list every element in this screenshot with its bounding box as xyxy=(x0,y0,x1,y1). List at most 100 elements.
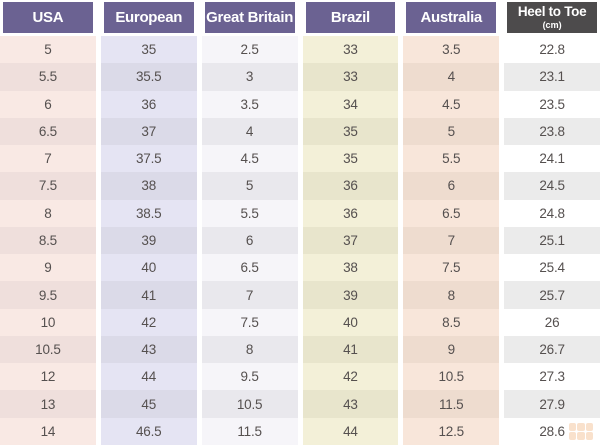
cell: 8 xyxy=(0,199,96,227)
column-great-britain: Great Britain 2.5 3 3.5 4 4.5 5 5.5 6 6.5 7 7.5 8 9.5… xyxy=(201,2,298,445)
cell: 36 xyxy=(100,90,197,118)
cell: 23.5 xyxy=(504,90,600,118)
cell: 9 xyxy=(0,254,96,282)
cell: 35 xyxy=(302,145,399,173)
column-header-label: European xyxy=(115,9,183,26)
cell: 26.7 xyxy=(504,335,600,364)
cell: 3.5 xyxy=(403,36,500,64)
cell: 2.5 xyxy=(201,36,298,64)
cell: 5 xyxy=(0,36,96,64)
cell: 27.3 xyxy=(504,363,600,391)
cell: 9.5 xyxy=(0,281,96,309)
cell: 7.5 xyxy=(201,308,298,336)
cell: 10 xyxy=(0,308,96,336)
cell: 5 xyxy=(201,172,298,200)
column-brazil: Brazil 33 33 34 35 35 36 36 37 38 39 40 41 42 43 44 xyxy=(302,2,399,445)
cell: 6 xyxy=(403,172,500,200)
column-header-label: USA xyxy=(32,9,64,26)
column-header: Great Britain xyxy=(204,2,295,33)
cell: 13 xyxy=(0,390,96,418)
cell: 40 xyxy=(100,254,197,282)
cell: 5.5 xyxy=(403,145,500,173)
column-header: Heel to Toe (cm) xyxy=(507,2,597,33)
cell: 5.5 xyxy=(201,199,298,227)
cell: 33 xyxy=(302,63,399,91)
cell: 35 xyxy=(100,36,197,64)
cell: 8 xyxy=(403,281,500,309)
cell: 39 xyxy=(302,281,399,309)
cell: 38.5 xyxy=(100,199,197,227)
cell: 7 xyxy=(0,145,96,173)
cell: 9 xyxy=(403,335,500,364)
cell: 11.5 xyxy=(201,417,298,445)
cell: 38 xyxy=(302,254,399,282)
cell: 10.5 xyxy=(403,363,500,391)
cell: 6.5 xyxy=(0,117,96,146)
cell: 27.9 xyxy=(504,390,600,418)
cell: 10.5 xyxy=(201,390,298,418)
cell: 3 xyxy=(201,63,298,91)
cell: 7 xyxy=(201,281,298,309)
cell: 4.5 xyxy=(403,90,500,118)
cell: 37 xyxy=(302,226,399,255)
cell: 11.5 xyxy=(403,390,500,418)
cell: 22.8 xyxy=(504,36,600,64)
cell: 46.5 xyxy=(100,417,197,445)
cell: 10.5 xyxy=(0,335,96,364)
cell: 23.8 xyxy=(504,117,600,146)
cell: 12 xyxy=(0,363,96,391)
column-header-label: Heel to Toe xyxy=(517,4,587,20)
cell: 40 xyxy=(302,308,399,336)
cell: 41 xyxy=(302,335,399,364)
cell: 25.1 xyxy=(504,226,600,255)
column-header-label: Australia xyxy=(420,9,482,26)
cell: 25.4 xyxy=(504,254,600,282)
column-header-sublabel: (cm) xyxy=(542,19,562,30)
cell: 8.5 xyxy=(0,226,96,255)
cell: 37.5 xyxy=(100,145,197,173)
cell: 12.5 xyxy=(403,417,500,445)
column-header: Australia xyxy=(406,2,497,33)
column-header-label: Great Britain xyxy=(206,9,294,26)
grid-logo-icon xyxy=(569,423,593,440)
cell: 3.5 xyxy=(201,90,298,118)
cell: 4 xyxy=(403,63,500,91)
cell: 26 xyxy=(504,308,600,336)
cell: 24.5 xyxy=(504,172,600,200)
cell: 6 xyxy=(201,226,298,255)
cell: 5 xyxy=(403,117,500,146)
cell: 24.1 xyxy=(504,145,600,173)
cell: 5.5 xyxy=(0,63,96,91)
cell: 33 xyxy=(302,36,399,64)
cell: 6.5 xyxy=(201,254,298,282)
column-australia: Australia 3.5 4 4.5 5 5.5 6 6.5 7 7.5 8 8.5 9 10.5 11.… xyxy=(403,2,500,445)
cell: 8 xyxy=(201,335,298,364)
cell: 34 xyxy=(302,90,399,118)
column-header: Brazil xyxy=(305,2,396,33)
cell: 43 xyxy=(302,390,399,418)
cell: 36 xyxy=(302,172,399,200)
cell: 4 xyxy=(201,117,298,146)
cell: 37 xyxy=(100,117,197,146)
cell: 44 xyxy=(100,363,197,391)
cell: 42 xyxy=(100,308,197,336)
cell: 35.5 xyxy=(100,63,197,91)
cell: 14 xyxy=(0,417,96,445)
cell: 9.5 xyxy=(201,363,298,391)
cell: 38 xyxy=(100,172,197,200)
cell: 28.6 xyxy=(504,417,600,445)
cell: 23.1 xyxy=(504,63,600,91)
cell: 4.5 xyxy=(201,145,298,173)
column-header: European xyxy=(103,2,194,33)
cell: 35 xyxy=(302,117,399,146)
column-heel-to-toe: Heel to Toe (cm) 22.8 23.1 23.5 23.8 24.1 24.5 2… xyxy=(504,2,600,445)
cell: 39 xyxy=(100,226,197,255)
cell: 6.5 xyxy=(403,199,500,227)
cell: 25.7 xyxy=(504,281,600,309)
cell: 36 xyxy=(302,199,399,227)
cell: 7.5 xyxy=(403,254,500,282)
column-header-label: Brazil xyxy=(330,9,370,26)
cell: 7 xyxy=(403,226,500,255)
